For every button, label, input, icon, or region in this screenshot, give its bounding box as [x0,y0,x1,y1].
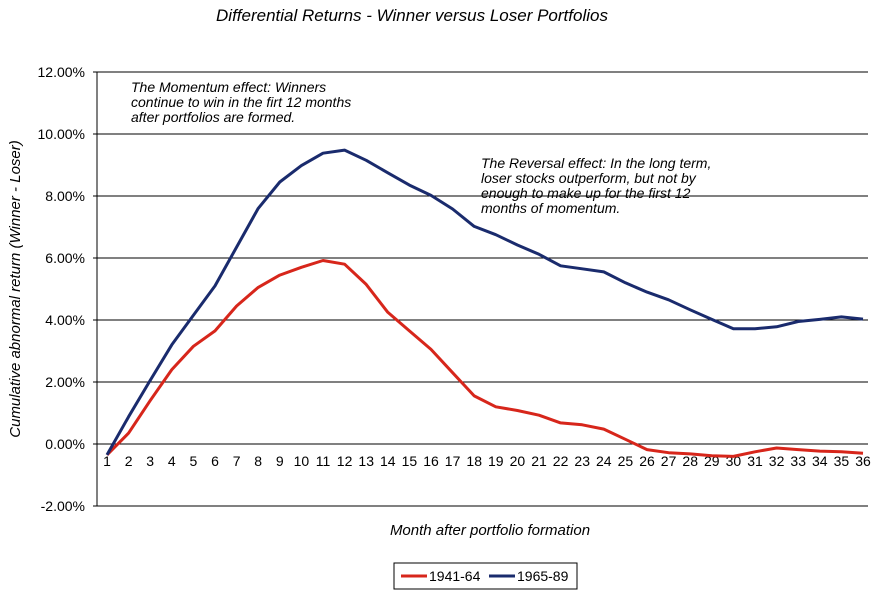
y-tick-label: 12.00% [38,64,85,80]
x-tick-label: 4 [168,453,176,469]
x-tick-label: 8 [254,453,262,469]
annotation-line: continue to win in the firt 12 months [131,94,351,110]
x-tick-label: 6 [211,453,219,469]
x-tick-label: 23 [574,453,590,469]
x-tick-label: 14 [380,453,396,469]
annotation-reversal: The Reversal effect: In the long term,lo… [481,155,711,216]
x-tick-label: 5 [190,453,198,469]
x-tick-label: 10 [294,453,310,469]
series-lines [105,148,864,458]
x-tick-label: 17 [445,453,461,469]
x-tick-label: 12 [337,453,353,469]
y-tick-label: 2.00% [45,374,85,390]
x-tick-label: 25 [618,453,634,469]
y-tick-label: 8.00% [45,188,85,204]
x-tick-label: 19 [488,453,504,469]
x-tick-label: 15 [402,453,418,469]
x-tick-label: 3 [146,453,154,469]
x-tick-label: 7 [233,453,241,469]
x-tick-label: 32 [769,453,785,469]
legend-label: 1965-89 [517,568,569,584]
y-tick-label: 0.00% [45,436,85,452]
annotation-line: loser stocks outperform, but not by [481,170,697,186]
x-tick-label: 2 [125,453,133,469]
y-tick-label: 10.00% [38,126,85,142]
x-tick-label: 36 [855,453,871,469]
x-tick-label: 34 [812,453,828,469]
x-tick-label: 27 [661,453,677,469]
x-tick-label: 20 [510,453,526,469]
y-axis-label: Cumulative abnormal return (Winner - Los… [7,140,24,437]
series-line-1941-64 [105,259,864,458]
annotation-line: enough to make up for the first 12 [481,185,691,201]
y-axis-ticks: -2.00% 0.00% 2.00% 4.00% 6.00% 8.00% 10.00% 12.… [38,64,97,514]
x-axis-label: Month after portfolio formation [390,522,590,539]
series-line-1965-89 [105,148,864,456]
x-axis-ticks: 1 2 3 4 5 6 7 8 9 10 11 12 13 14 15 16 17 18 19 20 21 22 23 24 2… [103,453,871,469]
x-tick-label: 22 [553,453,569,469]
annotation-line: The Reversal effect: In the long term, [481,155,711,171]
x-tick-label: 1 [103,453,111,469]
x-tick-label: 18 [466,453,482,469]
legend: 1941-64 1965-89 [393,562,578,590]
x-tick-label: 11 [316,453,331,469]
x-tick-label: 31 [747,453,763,469]
x-tick-label: 21 [531,453,547,469]
annotation-line: after portfolios are formed. [131,109,295,125]
x-tick-label: 24 [596,453,612,469]
y-tick-label: -2.00% [41,498,85,514]
annotation-line: The Momentum effect: Winners [131,79,326,95]
x-tick-label: 13 [358,453,374,469]
x-tick-label: 28 [682,453,698,469]
x-tick-label: 26 [639,453,655,469]
y-tick-label: 4.00% [45,312,85,328]
chart-title: Differential Returns - Winner versus Los… [216,6,608,25]
x-tick-label: 16 [423,453,439,469]
annotation-line: months of momentum. [481,200,620,216]
x-tick-label: 35 [834,453,850,469]
legend-label: 1941-64 [429,568,481,584]
x-tick-label: 9 [276,453,284,469]
x-tick-label: 33 [790,453,806,469]
y-tick-label: 6.00% [45,250,85,266]
